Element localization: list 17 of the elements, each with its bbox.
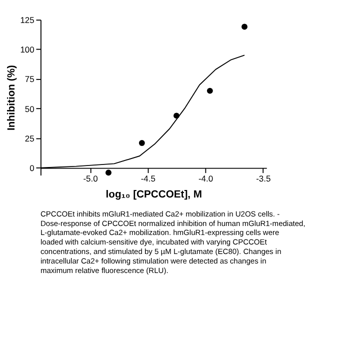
text: CPCCOEt inhibits mGluR1-mediated Ca2+ mobilization in U2OS cells. - Dose-response of CPCCOEt normalized inhibition of human mGluR1-mediated, L-glutamate-evoked Ca2+ mobilization. hmGluR1-expressing cells were loaded with calcium-sensitive dye, incubated with varying CPCCOEt concentrations, and stimulated by 5 µM L-glutamate (EC80). Changes in intracellular Ca2+ following stimulation were detected as changes in maximum relative fluorescence (RLU). [40,209,306,275]
x-tick-label: -5.0 [83,174,98,184]
point [242,24,248,30]
y-tick-label: 75 [24,74,35,84]
y-tick-label: 25 [24,134,35,144]
y-tick-label: 125 [20,14,35,25]
y-tick-label: 0 [30,163,35,174]
x-tick-label: -3.5 [256,174,271,184]
y-axis-title: Inhibition (%) [6,65,18,131]
x-tick-label: -4.5 [140,174,156,184]
point [138,140,145,146]
point [106,170,112,176]
point [206,88,213,94]
y-tick-label: 50 [24,104,35,114]
x-axis-title: log₁₀ [CPCCOEt], M [106,190,202,201]
x-tick-label: -4.0 [198,174,214,184]
y-tick-label: 100 [20,44,35,55]
